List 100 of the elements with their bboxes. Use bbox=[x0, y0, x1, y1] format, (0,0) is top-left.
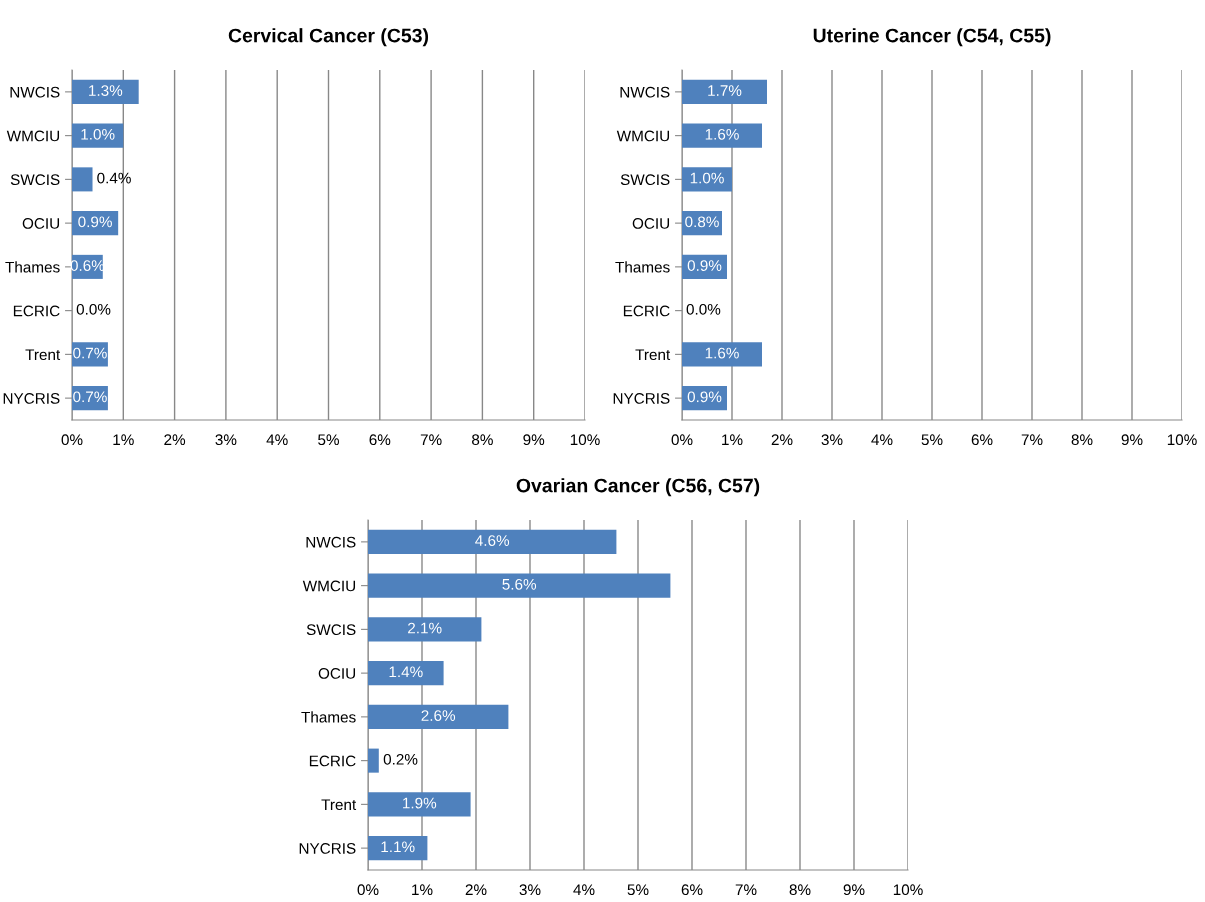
bar bbox=[682, 254, 727, 279]
data-label: 0.0% bbox=[686, 303, 721, 315]
x-tick-label: 0% bbox=[671, 434, 693, 446]
data-label: 1.0% bbox=[81, 128, 115, 140]
data-label: 2.1% bbox=[408, 622, 442, 634]
chart-title: Uterine Cancer (C54, C55) bbox=[813, 28, 1051, 47]
y-tick-label: NWCIS bbox=[306, 536, 356, 548]
y-tick-label: Thames bbox=[615, 261, 670, 273]
y-tick-label: Thames bbox=[301, 711, 356, 723]
bar bbox=[72, 79, 139, 104]
x-tick-label: 10% bbox=[1167, 434, 1197, 446]
y-tick-label: OCIU bbox=[22, 217, 60, 229]
bar bbox=[368, 792, 471, 817]
data-label: 1.9% bbox=[403, 797, 437, 809]
y-tick-label: ECRIC bbox=[623, 305, 670, 317]
x-tick-label: 4% bbox=[266, 434, 288, 446]
data-label: 1.1% bbox=[381, 841, 415, 853]
x-tick-label: 3% bbox=[519, 884, 541, 896]
data-label: 1.6% bbox=[705, 347, 739, 359]
x-tick-label: 5% bbox=[921, 434, 943, 446]
y-tick-label: WMCIU bbox=[6, 130, 60, 142]
chart-title: Cervical Cancer (C53) bbox=[228, 28, 429, 47]
y-tick-label: NWCIS bbox=[620, 86, 670, 98]
y-tick-label: WMCIU bbox=[302, 580, 356, 592]
bar bbox=[368, 836, 428, 861]
x-tick-label: 1% bbox=[113, 434, 134, 446]
data-label: 1.3% bbox=[89, 85, 123, 96]
y-tick-label: WMCIU bbox=[616, 130, 670, 142]
x-tick-label: 9% bbox=[523, 434, 545, 446]
data-label: 0.9% bbox=[687, 260, 722, 271]
y-tick-label: SWCIS bbox=[306, 624, 356, 636]
x-tick-label: 6% bbox=[681, 884, 703, 896]
bar bbox=[682, 123, 762, 148]
data-label: 0.4% bbox=[97, 172, 131, 184]
x-tick-label: 5% bbox=[627, 884, 649, 896]
y-tick-label: Trent bbox=[635, 349, 671, 361]
x-tick-label: 1% bbox=[722, 434, 743, 446]
y-tick-label: OCIU bbox=[318, 667, 356, 679]
data-label: 5.6% bbox=[502, 578, 537, 590]
bar bbox=[368, 704, 509, 729]
data-label: 0.9% bbox=[78, 216, 112, 228]
x-tick-label: 2% bbox=[465, 884, 487, 896]
x-tick-label: 10% bbox=[893, 884, 923, 896]
y-tick-label: SWCIS bbox=[620, 174, 670, 186]
x-tick-label: 3% bbox=[821, 434, 843, 446]
x-tick-label: 0% bbox=[61, 434, 83, 446]
data-label: 0.8% bbox=[685, 216, 719, 228]
y-tick-label: NYCRIS bbox=[3, 392, 60, 404]
x-tick-label: 8% bbox=[472, 434, 493, 446]
bar bbox=[682, 79, 767, 104]
x-tick-label: 7% bbox=[735, 884, 757, 896]
data-label: 1.4% bbox=[389, 666, 423, 678]
y-tick-label: NYCRIS bbox=[299, 842, 356, 854]
bar bbox=[72, 167, 93, 192]
y-tick-label: Trent bbox=[321, 799, 357, 811]
x-tick-label: 2% bbox=[771, 434, 793, 446]
data-label: 0.9% bbox=[687, 391, 722, 403]
y-tick-label: ECRIC bbox=[309, 755, 356, 767]
data-label: 2.6% bbox=[421, 710, 456, 721]
bar bbox=[682, 386, 727, 411]
bar bbox=[368, 661, 444, 686]
x-tick-label: 9% bbox=[843, 884, 865, 896]
data-label: 0.7% bbox=[73, 347, 107, 359]
y-tick-label: NWCIS bbox=[10, 86, 60, 98]
y-tick-label: Thames bbox=[5, 261, 60, 273]
y-tick-label: Trent bbox=[25, 349, 61, 361]
data-label: 0.6% bbox=[70, 260, 105, 271]
y-tick-label: OCIU bbox=[632, 217, 670, 229]
x-tick-label: 8% bbox=[1071, 434, 1093, 446]
x-tick-label: 6% bbox=[369, 434, 391, 446]
bar bbox=[682, 342, 762, 367]
y-tick-label: ECRIC bbox=[13, 305, 60, 317]
bar bbox=[368, 748, 379, 773]
x-tick-label: 10% bbox=[570, 434, 600, 446]
x-tick-label: 2% bbox=[164, 434, 186, 446]
bar bbox=[368, 529, 617, 554]
x-tick-label: 0% bbox=[357, 884, 379, 896]
data-label: 1.0% bbox=[690, 172, 724, 184]
x-tick-label: 4% bbox=[871, 434, 893, 446]
x-tick-label: 4% bbox=[573, 884, 595, 896]
chart-title: Ovarian Cancer (C56, C57) bbox=[516, 478, 760, 497]
x-tick-label: 1% bbox=[412, 884, 433, 896]
x-tick-label: 9% bbox=[1121, 434, 1143, 446]
data-label: 1.7% bbox=[708, 85, 742, 96]
data-label: 0.2% bbox=[383, 753, 418, 765]
data-label: 0.7% bbox=[73, 391, 107, 403]
data-label: 0.0% bbox=[76, 303, 111, 315]
y-tick-label: SWCIS bbox=[10, 174, 60, 186]
x-tick-label: 7% bbox=[1021, 434, 1043, 446]
x-tick-label: 5% bbox=[318, 434, 339, 446]
x-tick-label: 3% bbox=[215, 434, 237, 446]
y-tick-label: NYCRIS bbox=[613, 392, 670, 404]
data-label: 1.6% bbox=[705, 128, 739, 140]
x-tick-label: 7% bbox=[420, 434, 442, 446]
x-tick-label: 6% bbox=[971, 434, 993, 446]
bar bbox=[368, 617, 482, 642]
bar bbox=[368, 573, 671, 598]
bar bbox=[72, 123, 124, 148]
data-label: 4.6% bbox=[475, 535, 510, 546]
bar bbox=[682, 167, 732, 192]
